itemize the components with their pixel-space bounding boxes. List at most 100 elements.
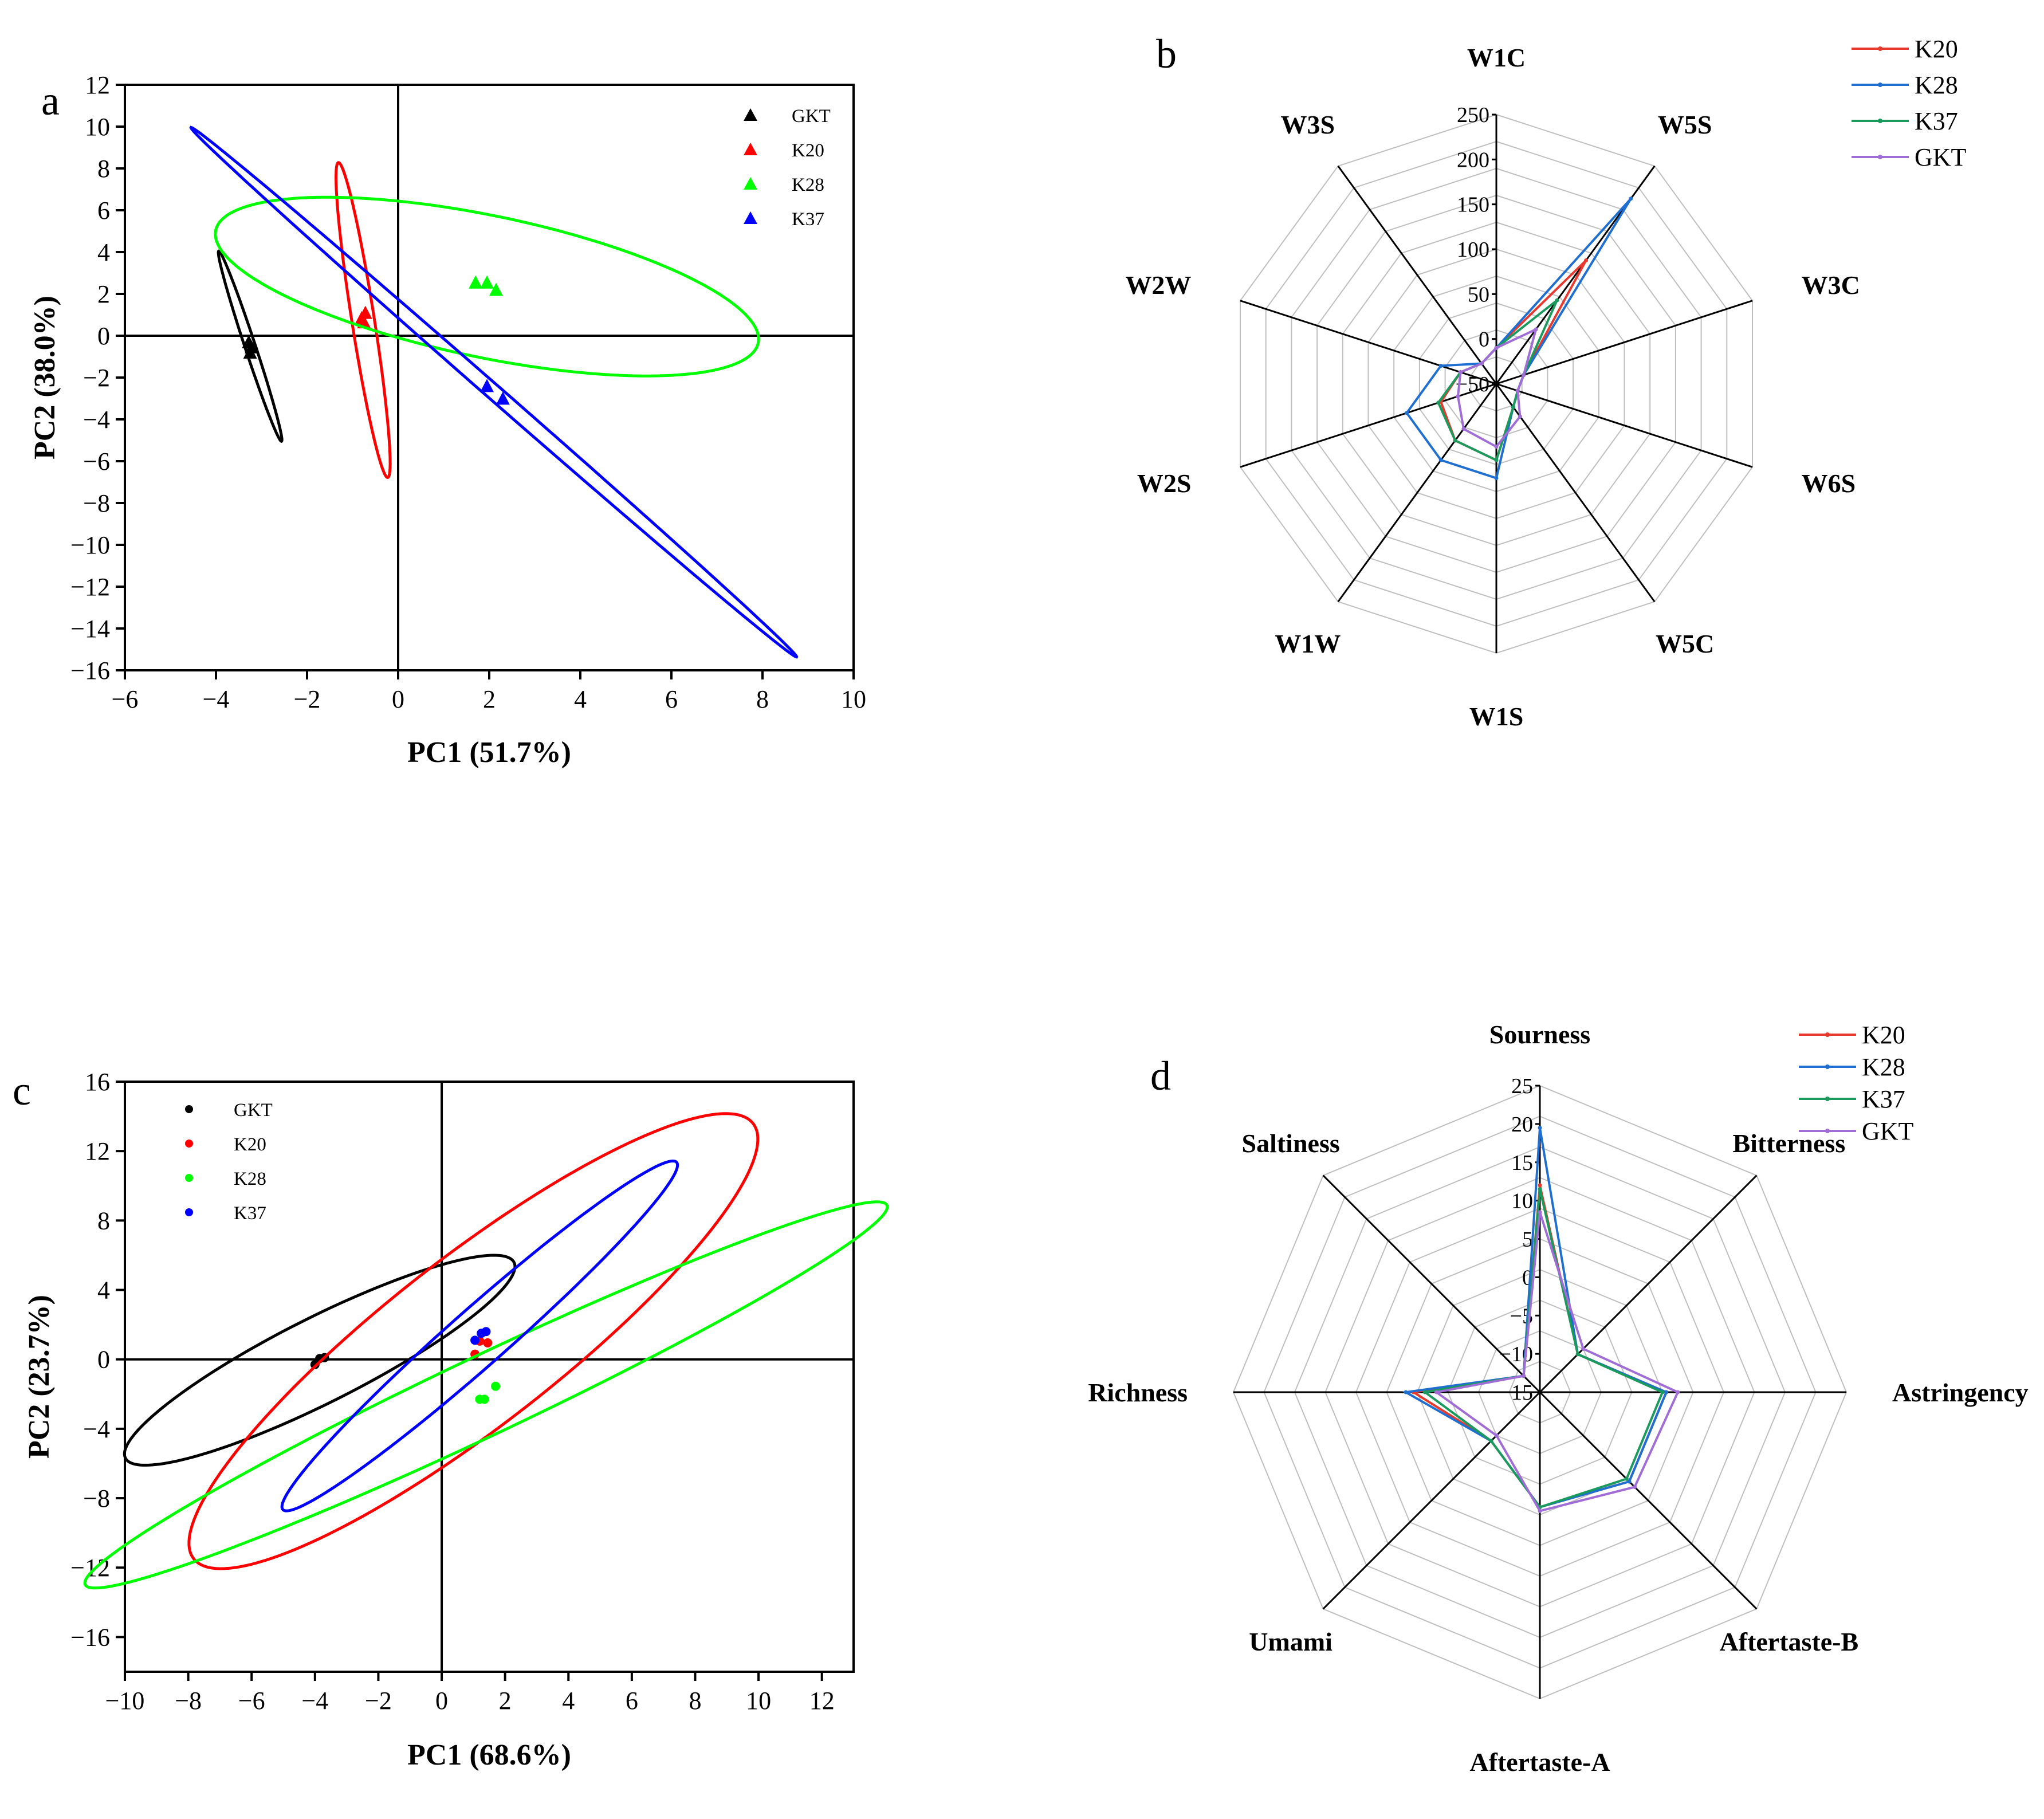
legend-marker-k37	[1825, 1097, 1830, 1101]
radar-point-gkt	[1522, 373, 1526, 378]
x-tick-label: 6	[626, 1687, 638, 1715]
radar-point-k37	[1422, 1390, 1427, 1394]
radar-point-k20	[1584, 258, 1589, 263]
radar-axis-label-richness: Richness	[1088, 1378, 1188, 1407]
radar-point-gkt	[1581, 1346, 1586, 1351]
confidence-ellipse-gkt	[217, 249, 284, 443]
legend-label-gkt: GKT	[792, 106, 831, 127]
confidence-ellipse-k20	[335, 161, 392, 480]
radar-tick-label: 20	[1511, 1113, 1533, 1137]
radar-axis-label-bitterness: Bitterness	[1732, 1129, 1845, 1158]
y-tick-label: −16	[70, 1623, 110, 1651]
legend-marker-k20	[1825, 1032, 1830, 1037]
legend-label-k28: K28	[1915, 71, 1958, 99]
radar-spoke	[1539, 1174, 1758, 1393]
radar-axis-label-saltiness: Saltiness	[1241, 1129, 1339, 1158]
legend-label-gkt: GKT	[234, 1100, 273, 1121]
x-tick-label: 0	[392, 685, 404, 713]
radar-axis-label-w1s: W1S	[1469, 702, 1524, 731]
radar-axis-label-aftertaste-a: Aftertaste-A	[1469, 1747, 1610, 1777]
y-tick-label: 0	[97, 1346, 110, 1374]
legend-label-k37: K37	[234, 1203, 266, 1224]
radar-point-gkt	[1633, 1485, 1637, 1490]
legend-marker-k28	[1878, 82, 1882, 87]
x-tick-label: 2	[483, 685, 496, 713]
y-tick-label: 12	[85, 71, 110, 99]
y-tick-label: −8	[83, 489, 110, 517]
data-point-k28	[469, 275, 483, 289]
radar-series-k28	[1402, 1127, 1668, 1508]
panel-letter: c	[13, 1068, 31, 1114]
x-axis-label: PC1 (68.6%)	[407, 1739, 571, 1771]
legend-label-k20: K20	[1862, 1021, 1905, 1049]
radar-point-gkt	[1494, 445, 1499, 449]
radar-panel-d: d−15−10−50510152025SournessBitternessAst…	[1088, 1020, 2028, 1777]
radar-point-k20	[1538, 1183, 1542, 1188]
x-tick-label: 10	[841, 685, 866, 713]
radar-spoke	[1496, 300, 1753, 385]
legend-label-k37: K37	[1915, 107, 1958, 135]
x-tick-label: −4	[301, 1687, 328, 1715]
radar-axis-label-w1c: W1C	[1467, 43, 1526, 72]
legend-marker-k28	[1825, 1064, 1830, 1069]
panel-letter: d	[1150, 1053, 1171, 1099]
legend-label-k37: K37	[792, 209, 824, 230]
radar-point-gkt	[1494, 345, 1499, 350]
legend-marker-k28	[744, 177, 757, 190]
y-tick-label: 8	[97, 155, 110, 183]
confidence-ellipse-k28	[214, 195, 760, 378]
data-point-k37	[481, 1327, 491, 1337]
data-point-k37	[496, 391, 510, 405]
radar-spoke	[1495, 383, 1656, 603]
confidence-ellipse-k20	[187, 1112, 760, 1570]
x-tick-label: 6	[665, 685, 678, 713]
confidence-ellipse-k37	[280, 1159, 679, 1512]
x-tick-label: 2	[499, 1687, 512, 1715]
radar-point-gkt	[1538, 1210, 1542, 1215]
radar-point-gkt	[1461, 427, 1466, 431]
radar-axis-label-w3s: W3S	[1281, 110, 1335, 139]
data-point-k28	[491, 1381, 501, 1391]
pca-panel-c: c −10 −8 −6 −4 −2 0 2 4 6 8 10 12 −16 −12 −8 −4 0 4 8 12 16 PC…	[13, 1068, 889, 1771]
x-axis-label: PC1 (51.7%)	[407, 736, 571, 769]
panel-letter: b	[1156, 31, 1177, 77]
y-axis-label: PC2 (38.0%)	[29, 296, 61, 459]
radar-point-k37	[1624, 1476, 1629, 1481]
radar-point-gkt	[1538, 1508, 1542, 1513]
radar-tick-label: 15	[1511, 1151, 1533, 1175]
x-tick-label: 10	[746, 1687, 771, 1715]
x-tick-label: 0	[435, 1687, 448, 1715]
y-tick-label: −12	[70, 1554, 110, 1582]
radar-point-k28	[1627, 1479, 1632, 1484]
confidence-ellipse-k28	[83, 1200, 889, 1590]
radar-point-k37	[1660, 1390, 1665, 1394]
radar-tick-label: 10	[1511, 1189, 1533, 1213]
radar-axis-label-w2w: W2W	[1125, 270, 1191, 300]
radar-tick-label: −10	[1499, 1342, 1533, 1366]
y-tick-label: 10	[85, 113, 110, 141]
radar-point-k28	[1629, 197, 1633, 201]
radar-tick-label: 100	[1457, 238, 1489, 262]
legend-label-k20: K20	[1915, 35, 1958, 63]
radar-spoke	[1322, 1174, 1541, 1393]
y-tick-label: 12	[85, 1137, 110, 1165]
x-tick-label: −8	[175, 1687, 202, 1715]
radar-spoke	[1240, 383, 1497, 468]
radar-point-gkt	[1458, 370, 1463, 375]
data-point-k28	[479, 1394, 489, 1404]
data-point-k28	[489, 282, 503, 296]
legend-marker-k20	[1878, 46, 1882, 51]
radar-point-k28	[1494, 476, 1499, 480]
radar-point-k28	[1404, 1390, 1408, 1394]
radar-tick-label: 25	[1511, 1074, 1533, 1098]
x-tick-label: −2	[365, 1687, 392, 1715]
y-tick-label: −12	[70, 573, 110, 601]
radar-point-k37	[1494, 458, 1499, 462]
y-tick-label: −4	[83, 406, 110, 434]
data-point-gkt	[243, 345, 257, 359]
y-tick-label: −14	[70, 615, 110, 643]
radar-point-k37	[1436, 400, 1441, 405]
radar-axis-label-w5s: W5S	[1658, 110, 1712, 139]
radar-point-k37	[1511, 405, 1515, 410]
legend-label-k28: K28	[792, 175, 824, 195]
